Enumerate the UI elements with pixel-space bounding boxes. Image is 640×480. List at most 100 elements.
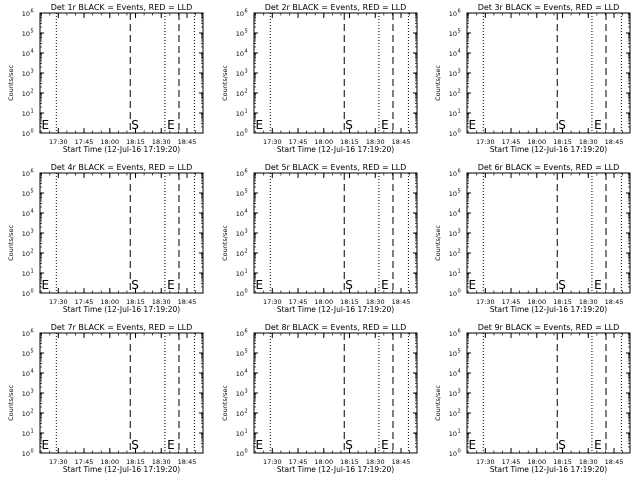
y-tick-label: 10 [449, 190, 457, 198]
y-tick-label: 10 [22, 430, 30, 438]
x-tick-label: 18:15 [340, 458, 359, 466]
y-tick-label: 10 [22, 350, 30, 358]
y-axis-label: Counts/sec [7, 65, 15, 101]
y-tick-exponent: 5 [458, 29, 461, 35]
y-axis-label: Counts/sec [434, 225, 442, 261]
y-tick-label: 10 [236, 110, 244, 118]
y-tick-exponent: 3 [245, 389, 248, 395]
y-tick-label: 10 [236, 90, 244, 98]
y-tick-exponent: 4 [458, 209, 461, 215]
x-tick-label: 18:00 [100, 298, 119, 306]
y-tick-label: 10 [22, 210, 30, 218]
x-tick-label: 17:45 [289, 458, 308, 466]
y-tick-exponent: 3 [245, 229, 248, 235]
y-tick-label: 10 [449, 70, 457, 78]
y-tick-exponent: 3 [245, 69, 248, 75]
y-tick-exponent: 5 [245, 189, 248, 195]
y-tick-exponent: 2 [31, 249, 34, 255]
x-tick-label: 18:45 [392, 458, 411, 466]
y-axis-label: Counts/sec [221, 225, 229, 261]
y-tick-label: 10 [236, 390, 244, 398]
y-tick-label: 10 [22, 190, 30, 198]
y-tick-label: 10 [449, 110, 457, 118]
x-tick-label: 18:00 [314, 138, 333, 146]
y-tick-exponent: 6 [31, 169, 34, 175]
y-tick-exponent: 1 [245, 269, 248, 275]
y-tick-label: 10 [22, 330, 30, 338]
y-axis-label: Counts/sec [221, 65, 229, 101]
y-tick-exponent: 2 [31, 89, 34, 95]
y-tick-label: 10 [236, 350, 244, 358]
marker-s: S [345, 278, 353, 292]
y-tick-label: 10 [236, 70, 244, 78]
y-tick-exponent: 0 [458, 289, 461, 295]
marker-s: S [558, 278, 566, 292]
marker-e: E [167, 438, 175, 452]
y-tick-label: 10 [236, 270, 244, 278]
y-tick-label: 10 [22, 450, 30, 458]
y-tick-exponent: 6 [31, 9, 34, 15]
panel-title: Det 4r BLACK = Events, RED = LLD [51, 163, 193, 172]
y-tick-exponent: 5 [458, 349, 461, 355]
x-tick-label: 18:15 [553, 138, 572, 146]
y-tick-label: 10 [449, 10, 457, 18]
y-tick-exponent: 2 [245, 249, 248, 255]
x-tick-label: 18:30 [366, 298, 385, 306]
x-tick-label: 18:45 [392, 298, 411, 306]
y-tick-exponent: 0 [245, 449, 248, 455]
y-axis-label: Counts/sec [7, 225, 15, 261]
marker-e: E [167, 118, 175, 132]
y-tick-label: 10 [449, 450, 457, 458]
y-tick-exponent: 4 [458, 49, 461, 55]
y-tick-label: 10 [236, 10, 244, 18]
y-tick-label: 10 [449, 370, 457, 378]
y-tick-label: 10 [236, 130, 244, 138]
x-tick-label: 17:45 [75, 298, 94, 306]
y-tick-exponent: 6 [458, 329, 461, 335]
x-tick-label: 18:30 [366, 138, 385, 146]
y-tick-label: 10 [236, 450, 244, 458]
marker-e: E [167, 278, 175, 292]
y-tick-label: 10 [449, 30, 457, 38]
x-tick-label: 18:00 [314, 298, 333, 306]
x-axis-label: Start Time (12-Jul-16 17:19:20) [63, 305, 180, 314]
y-axis-label: Counts/sec [434, 385, 442, 421]
marker-e: E [42, 118, 50, 132]
y-tick-exponent: 6 [31, 329, 34, 335]
y-tick-label: 10 [449, 170, 457, 178]
x-tick-label: 18:15 [553, 298, 572, 306]
x-tick-label: 18:30 [152, 138, 171, 146]
marker-e: E [42, 438, 50, 452]
y-tick-exponent: 4 [245, 369, 248, 375]
y-tick-label: 10 [236, 50, 244, 58]
y-tick-label: 10 [449, 430, 457, 438]
y-tick-label: 10 [22, 290, 30, 298]
marker-s: S [131, 438, 139, 452]
y-tick-label: 10 [22, 50, 30, 58]
y-tick-label: 10 [236, 430, 244, 438]
y-tick-exponent: 4 [245, 209, 248, 215]
x-tick-label: 17:45 [289, 298, 308, 306]
y-tick-label: 10 [236, 250, 244, 258]
y-axis-label: Counts/sec [434, 65, 442, 101]
y-tick-label: 10 [449, 90, 457, 98]
x-tick-label: 18:15 [340, 138, 359, 146]
y-tick-label: 10 [449, 410, 457, 418]
x-tick-label: 18:00 [314, 458, 333, 466]
panel-title: Det 2r BLACK = Events, RED = LLD [265, 3, 407, 12]
y-tick-exponent: 3 [31, 69, 34, 75]
y-tick-label: 10 [22, 270, 30, 278]
y-tick-exponent: 4 [458, 369, 461, 375]
y-tick-label: 10 [236, 170, 244, 178]
y-tick-label: 10 [22, 30, 30, 38]
y-tick-label: 10 [236, 230, 244, 238]
x-axis-label: Start Time (12-Jul-16 17:19:20) [277, 145, 394, 154]
x-tick-label: 18:00 [527, 458, 546, 466]
panel-title: Det 3r BLACK = Events, RED = LLD [478, 3, 620, 12]
y-tick-exponent: 3 [458, 389, 461, 395]
y-tick-exponent: 5 [458, 189, 461, 195]
panel-title: Det 6r BLACK = Events, RED = LLD [478, 163, 620, 172]
